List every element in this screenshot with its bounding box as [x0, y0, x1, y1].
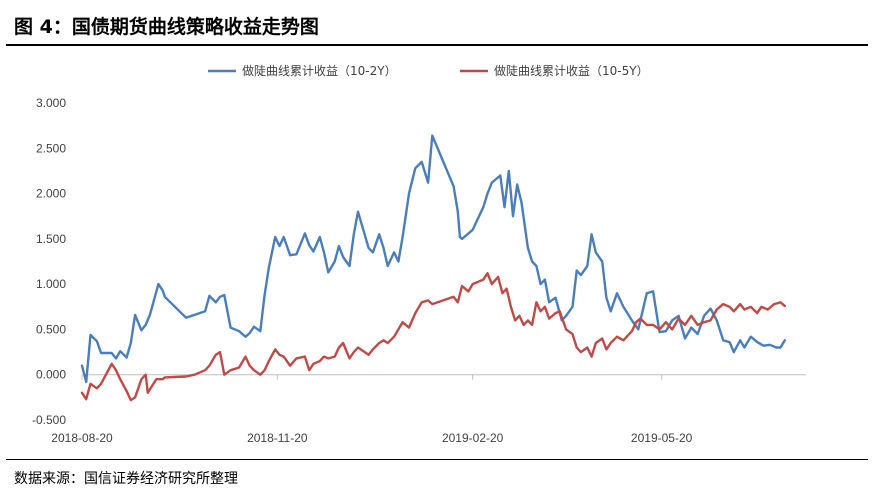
figure-header: 图 4：国债期货曲线策略收益走势图: [0, 0, 875, 44]
legend-label: 做陡曲线累计收益（10-5Y）: [494, 63, 649, 78]
y-tick-label: 0.500: [36, 322, 66, 336]
y-tick-label: 1.000: [36, 277, 66, 291]
x-axis: 2018-08-20 2018-11-20 2019-02-20 2019-05-20: [51, 374, 806, 445]
y-tick-label: 2.000: [36, 187, 66, 201]
figure-title: 图 4：国债期货曲线策略收益走势图: [14, 16, 319, 38]
x-tick-label: 2019-05-20: [631, 431, 693, 445]
series-line-1: [80, 134, 786, 384]
series-line-2: [80, 272, 786, 402]
legend-label: 做陡曲线累计收益（10-2Y）: [242, 63, 397, 78]
x-tick-label: 2018-11-20: [247, 431, 308, 445]
y-axis: -0.500 0.000 0.500 1.000 1.500 2.000 2.500 3.00…: [32, 96, 66, 427]
y-tick-label: 2.500: [36, 141, 66, 155]
x-tick-label: 2018-08-20: [51, 431, 113, 445]
chart-legend: 做陡曲线累计收益（10-2Y） 做陡曲线累计收益（10-5Y）: [208, 63, 649, 78]
y-tick-label: -0.500: [32, 413, 66, 427]
source-divider: [6, 459, 868, 460]
y-tick-label: 1.500: [36, 232, 66, 246]
x-tick-label: 2019-02-20: [442, 431, 504, 445]
series-layer: [80, 134, 786, 402]
data-source-note: 数据来源：国信证券经济研究所整理: [14, 471, 238, 487]
title-divider: [6, 44, 868, 46]
line-chart: 做陡曲线累计收益（10-2Y） 做陡曲线累计收益（10-5Y） -0.500 0.0…: [32, 63, 806, 445]
y-tick-label: 0.000: [36, 368, 66, 382]
y-tick-label: 3.000: [36, 96, 66, 110]
